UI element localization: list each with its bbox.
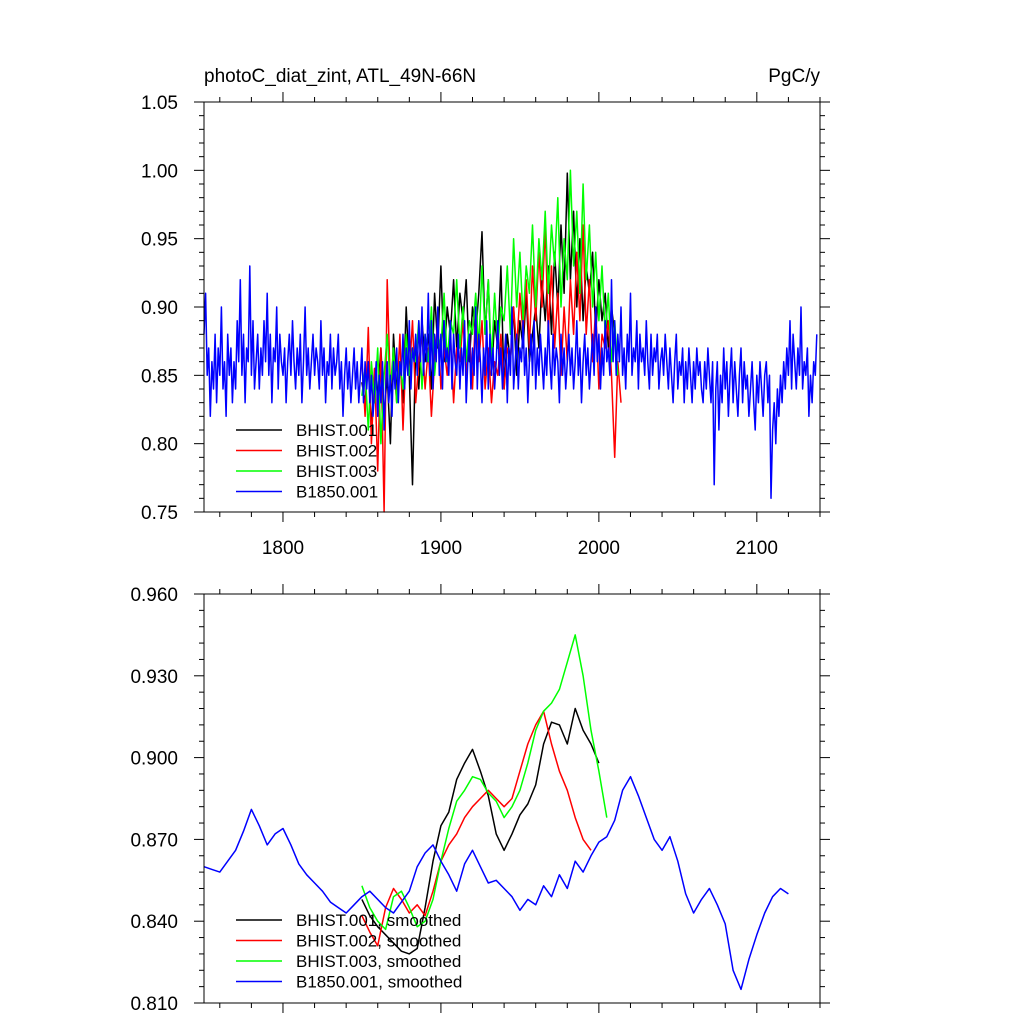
y-tick-label: 0.870 (130, 830, 178, 851)
series-line-b1850-001 (203, 265, 818, 500)
legend-label: BHIST.003 (296, 462, 377, 481)
y-tick-label: 0.90 (141, 298, 178, 319)
series-line-bhist-003 (361, 169, 619, 445)
legend-label: B1850.001, smoothed (296, 973, 462, 992)
x-tick-label: 2100 (736, 538, 778, 559)
bottom-plot-frame (203, 593, 821, 1004)
legend-label: BHIST.003, smoothed (296, 952, 461, 971)
y-tick-label: 0.810 (130, 994, 178, 1015)
legend-label: B1850.001 (296, 483, 378, 502)
y-tick-label: 1.00 (141, 161, 178, 182)
chart-title: photoC_diat_zint, ATL_49N-66N (204, 66, 476, 87)
top-series-lines (203, 169, 818, 513)
y-tick-label: 0.900 (130, 749, 178, 770)
units-label: PgC/y (768, 66, 820, 87)
series-line-bhist-001-smoothed (361, 707, 600, 955)
legend-label: BHIST.001 (296, 421, 377, 440)
bottom-chart-panel: 0.810 0.840 0.870 0.900 0.930 0.960 BHIST.001… (130, 584, 830, 1015)
legend-label: BHIST.002, smoothed (296, 932, 461, 951)
y-tick-label: 0.840 (130, 912, 178, 933)
series-line-b1850-001-smoothed (203, 775, 789, 991)
y-tick-label: 0.960 (130, 585, 178, 606)
y-tick-label: 1.05 (141, 93, 178, 114)
y-tick-label: 0.80 (141, 435, 178, 456)
legend-label: BHIST.002 (296, 442, 377, 461)
legend-label: BHIST.001, smoothed (296, 911, 461, 930)
top-chart-panel: photoC_diat_zint, ATL_49N-66N PgC/y 1800… (141, 66, 830, 559)
y-tick-label: 0.930 (130, 667, 178, 688)
series-line-bhist-002-smoothed (361, 710, 592, 947)
series-line-bhist-003-smoothed (361, 634, 608, 931)
bottom-series-lines (203, 634, 789, 991)
x-tick-label: 2000 (578, 538, 620, 559)
x-tick-label: 1800 (262, 538, 304, 559)
top-plot-frame (203, 101, 821, 513)
y-tick-label: 0.95 (141, 230, 178, 251)
top-axis-ticks: 1800 1900 2000 2100 0.75 0.80 0.85 0.90 0.95 1.00… (141, 92, 830, 559)
x-tick-label: 1900 (420, 538, 462, 559)
y-tick-label: 0.75 (141, 503, 178, 524)
y-tick-label: 0.85 (141, 366, 178, 387)
bottom-legend: BHIST.001, smoothed BHIST.002, smoothedBH… (236, 911, 462, 992)
bottom-axis-ticks: 0.810 0.840 0.870 0.900 0.930 0.960 (130, 584, 830, 1015)
